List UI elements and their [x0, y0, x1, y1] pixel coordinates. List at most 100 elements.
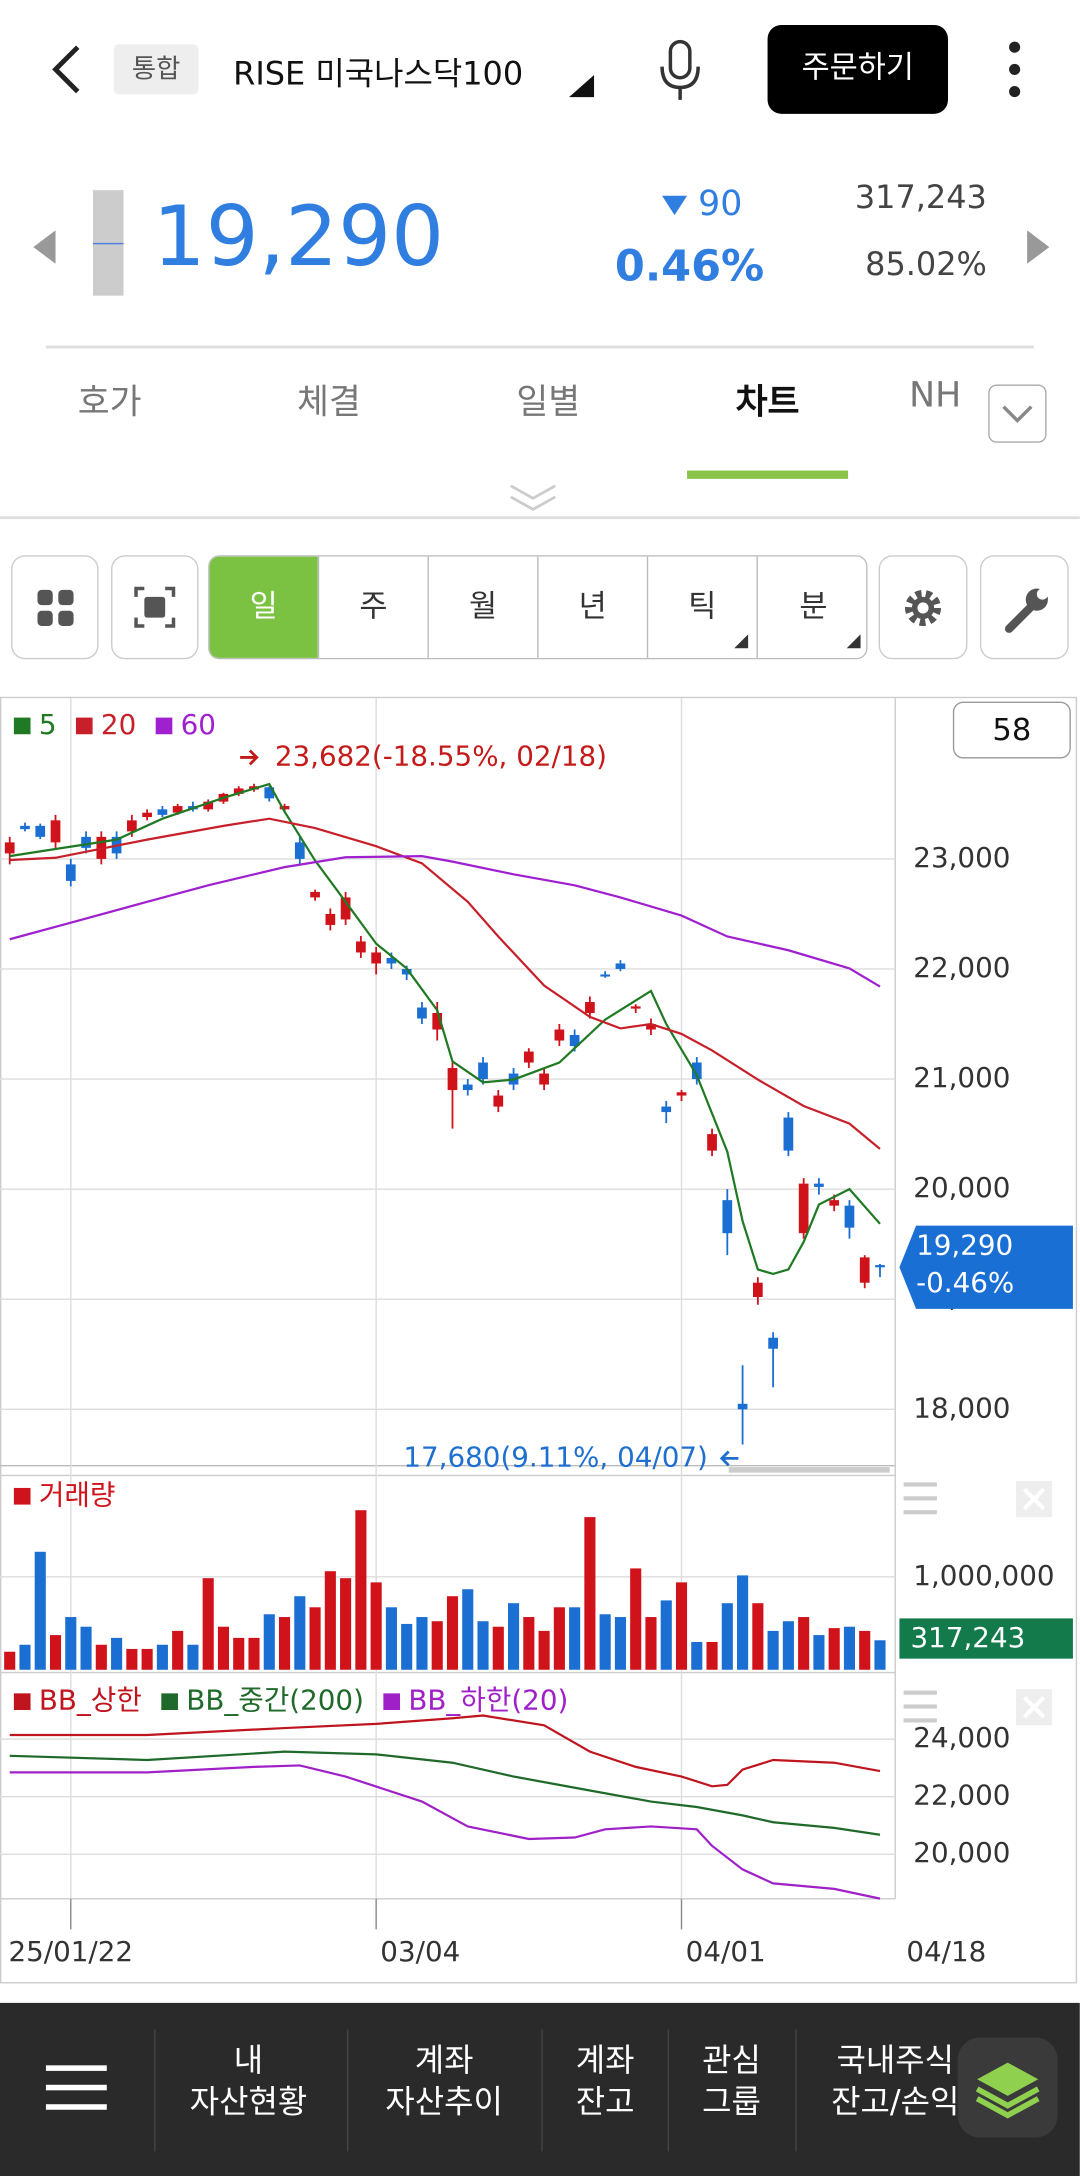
- nav-separator: [667, 2029, 670, 2152]
- candle-body: [493, 1095, 504, 1107]
- volume-bar: [675, 1582, 688, 1670]
- prev-button[interactable]: [31, 228, 59, 267]
- candle-body: [50, 820, 61, 843]
- volume-bar: [385, 1607, 397, 1670]
- nav-item[interactable]: 계좌 자산추이: [385, 2040, 502, 2123]
- current-price-label: 19,290: [916, 1228, 1013, 1261]
- tab[interactable]: NH: [909, 374, 962, 416]
- volume-label-box: [899, 1618, 1073, 1659]
- capture-button[interactable]: [111, 555, 199, 660]
- nav-label: 계좌: [575, 2043, 635, 2080]
- candle-body: [615, 963, 626, 969]
- candle-body: [783, 1117, 794, 1151]
- candle-body: [203, 801, 214, 810]
- layers-button[interactable]: [957, 2037, 1058, 2138]
- volume-bar: [782, 1621, 794, 1670]
- tab[interactable]: 일별: [516, 381, 581, 422]
- volume-bar: [202, 1578, 214, 1670]
- x-tick-label: 03/04: [380, 1935, 460, 1968]
- volume-bar: [401, 1623, 413, 1670]
- band-line: [9, 1714, 881, 1788]
- volume-bar: [431, 1621, 443, 1670]
- candle-body: [127, 820, 137, 832]
- legend-label: 5: [39, 708, 57, 741]
- tab[interactable]: 체결: [297, 381, 361, 422]
- order-button[interactable]: 주문하기: [767, 24, 949, 114]
- settings-button[interactable]: [878, 555, 968, 660]
- period-button[interactable]: 년: [537, 556, 647, 658]
- candle-body: [768, 1337, 778, 1349]
- volume-bar: [599, 1614, 611, 1670]
- volume-bar: [737, 1575, 749, 1670]
- candle-body: [585, 1001, 595, 1014]
- volume-bar: [630, 1568, 642, 1670]
- divider: [0, 516, 1080, 520]
- tab-dropdown[interactable]: [988, 384, 1047, 443]
- band-line: [9, 1764, 881, 1900]
- annotation-arrow: [240, 749, 259, 766]
- period-button[interactable]: 일: [209, 556, 318, 658]
- candle-body: [814, 1183, 824, 1187]
- tab[interactable]: 호가: [77, 381, 142, 422]
- nav-label: 잔고/손익: [831, 2084, 960, 2121]
- legend-swatch: [75, 717, 93, 735]
- period-button[interactable]: 분: [756, 556, 867, 658]
- expand-chevron[interactable]: [508, 483, 558, 514]
- down-arrow: [662, 195, 688, 216]
- next-button[interactable]: [1024, 228, 1052, 267]
- volume-bar: [233, 1637, 245, 1670]
- name-dropdown[interactable]: [566, 72, 597, 100]
- volume-bar: [324, 1571, 336, 1670]
- candle-body: [554, 1029, 565, 1041]
- count-box[interactable]: [952, 701, 1071, 759]
- candle-body: [264, 787, 275, 799]
- candle-body: [737, 1403, 748, 1410]
- tools-button[interactable]: [979, 555, 1069, 660]
- volume-ratio: 85.02%: [865, 247, 987, 284]
- nav-item[interactable]: 관심 그룹: [702, 2040, 761, 2123]
- y-tick-label: 20,000: [913, 1836, 1010, 1869]
- period-button[interactable]: 틱: [646, 556, 757, 658]
- candle-body: [401, 968, 412, 975]
- volume-bar: [309, 1607, 321, 1670]
- more-button[interactable]: [1002, 39, 1027, 100]
- panel-close[interactable]: [1016, 1689, 1053, 1726]
- panel-close[interactable]: [1016, 1480, 1053, 1518]
- period-button[interactable]: 주: [317, 556, 428, 658]
- y-tick-label: 20,000: [913, 1171, 1010, 1204]
- legend-swatch: [13, 1487, 31, 1505]
- tab-indicator: [687, 470, 849, 479]
- x-tick-label: 04/01: [686, 1935, 766, 1968]
- mic-button[interactable]: [655, 39, 705, 103]
- candle-body: [600, 974, 611, 977]
- volume-bar: [49, 1635, 62, 1670]
- volume-bar: [706, 1641, 718, 1670]
- volume-bar: [660, 1600, 672, 1670]
- scroll-bar[interactable]: [728, 1467, 890, 1473]
- chart: 58 25/01/2203/0404/0104/1818,00019,00020…: [0, 696, 1078, 1984]
- mini-candle: [92, 190, 124, 296]
- period-button[interactable]: 월: [427, 556, 538, 658]
- volume-bar: [767, 1630, 779, 1670]
- annotation: 23,682(-18.55%, 02/18): [275, 739, 607, 772]
- nav-label: 국내주식: [836, 2043, 955, 2080]
- menu-button[interactable]: [45, 2063, 107, 2113]
- nav-item[interactable]: 내 자산현황: [190, 2040, 307, 2123]
- nav-label: 계좌: [414, 2043, 474, 2080]
- layout-button[interactable]: [11, 555, 99, 660]
- volume-bar: [95, 1644, 107, 1670]
- candle-body: [676, 1092, 687, 1096]
- volume-bar: [569, 1607, 581, 1670]
- volume-bar: [645, 1617, 657, 1670]
- nav-item[interactable]: 계좌 잔고: [576, 2040, 635, 2123]
- panel-menu[interactable]: [903, 1690, 937, 1723]
- panel-menu[interactable]: [903, 1482, 937, 1515]
- tab[interactable]: 차트: [735, 381, 800, 422]
- candle-body: [157, 809, 168, 815]
- candle-body: [356, 941, 366, 953]
- stock-name[interactable]: RISE 미국나스닥100: [233, 56, 524, 93]
- back-button[interactable]: [42, 42, 89, 98]
- volume-bar: [614, 1617, 626, 1670]
